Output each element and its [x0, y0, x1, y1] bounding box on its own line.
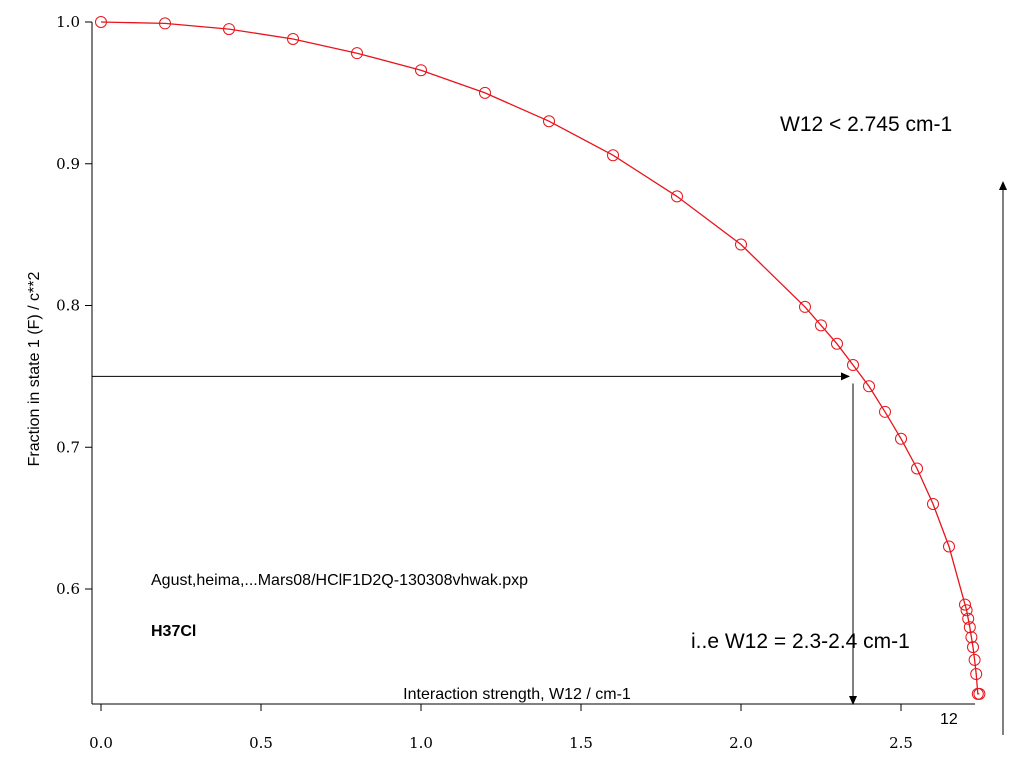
data-point-marker	[962, 612, 975, 625]
data-point-marker	[960, 604, 973, 617]
data-point-marker	[863, 380, 875, 393]
data-point-marker	[968, 653, 981, 666]
data-point-marker	[95, 16, 107, 28]
data-point-marker	[479, 86, 491, 99]
x-tick-label: 2.0	[729, 734, 753, 752]
y-tick-label: 0.6	[56, 580, 80, 598]
x-axis-label: Interaction strength, W12 / cm-1	[403, 686, 631, 703]
data-point-marker	[879, 405, 891, 418]
data-point-marker	[973, 687, 986, 700]
x-tick-label: 1.0	[409, 734, 433, 752]
data-point-marker	[963, 621, 976, 634]
data-point-marker	[351, 47, 363, 60]
data-point-marker	[831, 337, 843, 350]
upper-limit-annotation: W12 < 2.745 cm-1	[780, 113, 952, 136]
data-point-marker	[815, 319, 827, 332]
molecule-annotation: H37Cl	[151, 623, 196, 640]
data-point-marker	[159, 17, 171, 30]
y-tick-label: 0.7	[56, 438, 80, 456]
data-point-marker	[965, 631, 978, 644]
data-point-marker	[847, 359, 859, 372]
data-point-marker	[970, 668, 983, 681]
y-tick-label: 0.9	[56, 155, 80, 173]
fit-curve	[100, 21, 980, 695]
y-axis-label: Fraction in state 1 (F) / c**2	[26, 272, 43, 467]
source-file-annotation: Agust,heima,...Mars08/HClF1D2Q-130308vhw…	[151, 572, 528, 589]
x-tick-label: 2.5	[889, 734, 913, 752]
data-point-marker	[671, 190, 683, 203]
data-point-marker	[911, 462, 923, 475]
data-point-marker	[735, 238, 747, 251]
corner-label: 12	[940, 711, 958, 728]
data-point-marker	[895, 432, 907, 445]
data-point-marker	[543, 115, 555, 128]
data-point-marker	[927, 497, 939, 510]
data-point-marker	[959, 598, 971, 611]
data-point-marker	[799, 300, 811, 313]
data-point-marker	[415, 64, 427, 77]
x-tick-label: 0.5	[249, 734, 273, 752]
y-tick-label: 1.0	[56, 13, 80, 31]
estimate-annotation: i..e W12 = 2.3-2.4 cm-1	[691, 630, 910, 653]
x-tick-label: 1.5	[569, 734, 593, 752]
data-point-marker	[943, 540, 955, 553]
data-point-marker	[607, 149, 619, 162]
y-tick-label: 0.8	[56, 297, 80, 315]
data-point-marker	[967, 641, 979, 654]
data-point-marker	[223, 23, 235, 36]
data-point-marker	[287, 33, 299, 46]
x-tick-label: 0.0	[89, 734, 113, 752]
